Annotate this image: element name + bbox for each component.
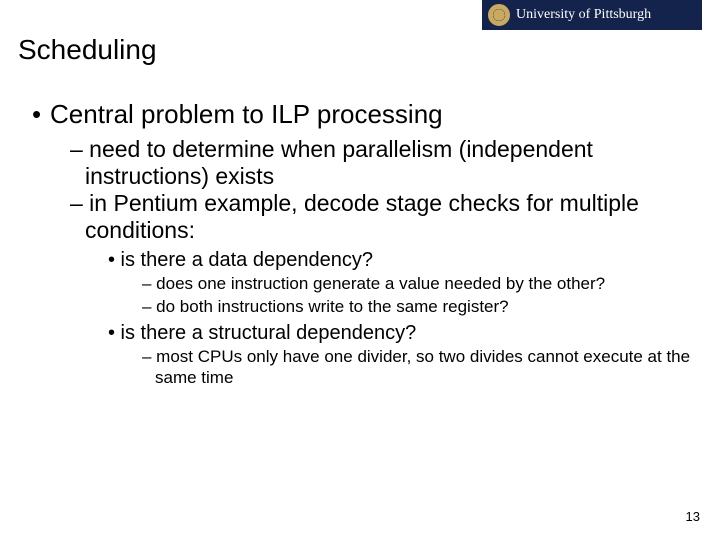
university-logo: University of Pittsburgh <box>482 0 702 30</box>
bullet-level-2: – in Pentium example, decode stage check… <box>70 190 702 244</box>
bullet-level-3: • is there a structural dependency? <box>108 321 702 345</box>
bullet-text: Central problem to ILP processing <box>50 99 443 129</box>
page-number: 13 <box>686 509 700 524</box>
slide-content: •Central problem to ILP processing – nee… <box>18 100 702 388</box>
logo-seal-icon <box>488 4 510 26</box>
bullet-level-2: – need to determine when parallelism (in… <box>70 136 702 190</box>
bullet-level-4: – does one instruction generate a value … <box>142 274 702 294</box>
slide-title: Scheduling <box>18 34 157 66</box>
bullet-level-1: •Central problem to ILP processing <box>32 100 702 130</box>
bullet-level-4: – most CPUs only have one divider, so tw… <box>142 347 702 388</box>
bullet-level-4: – do both instructions write to the same… <box>142 297 702 317</box>
bullet-level-3: • is there a data dependency? <box>108 248 702 272</box>
logo-text: University of Pittsburgh <box>516 7 651 23</box>
